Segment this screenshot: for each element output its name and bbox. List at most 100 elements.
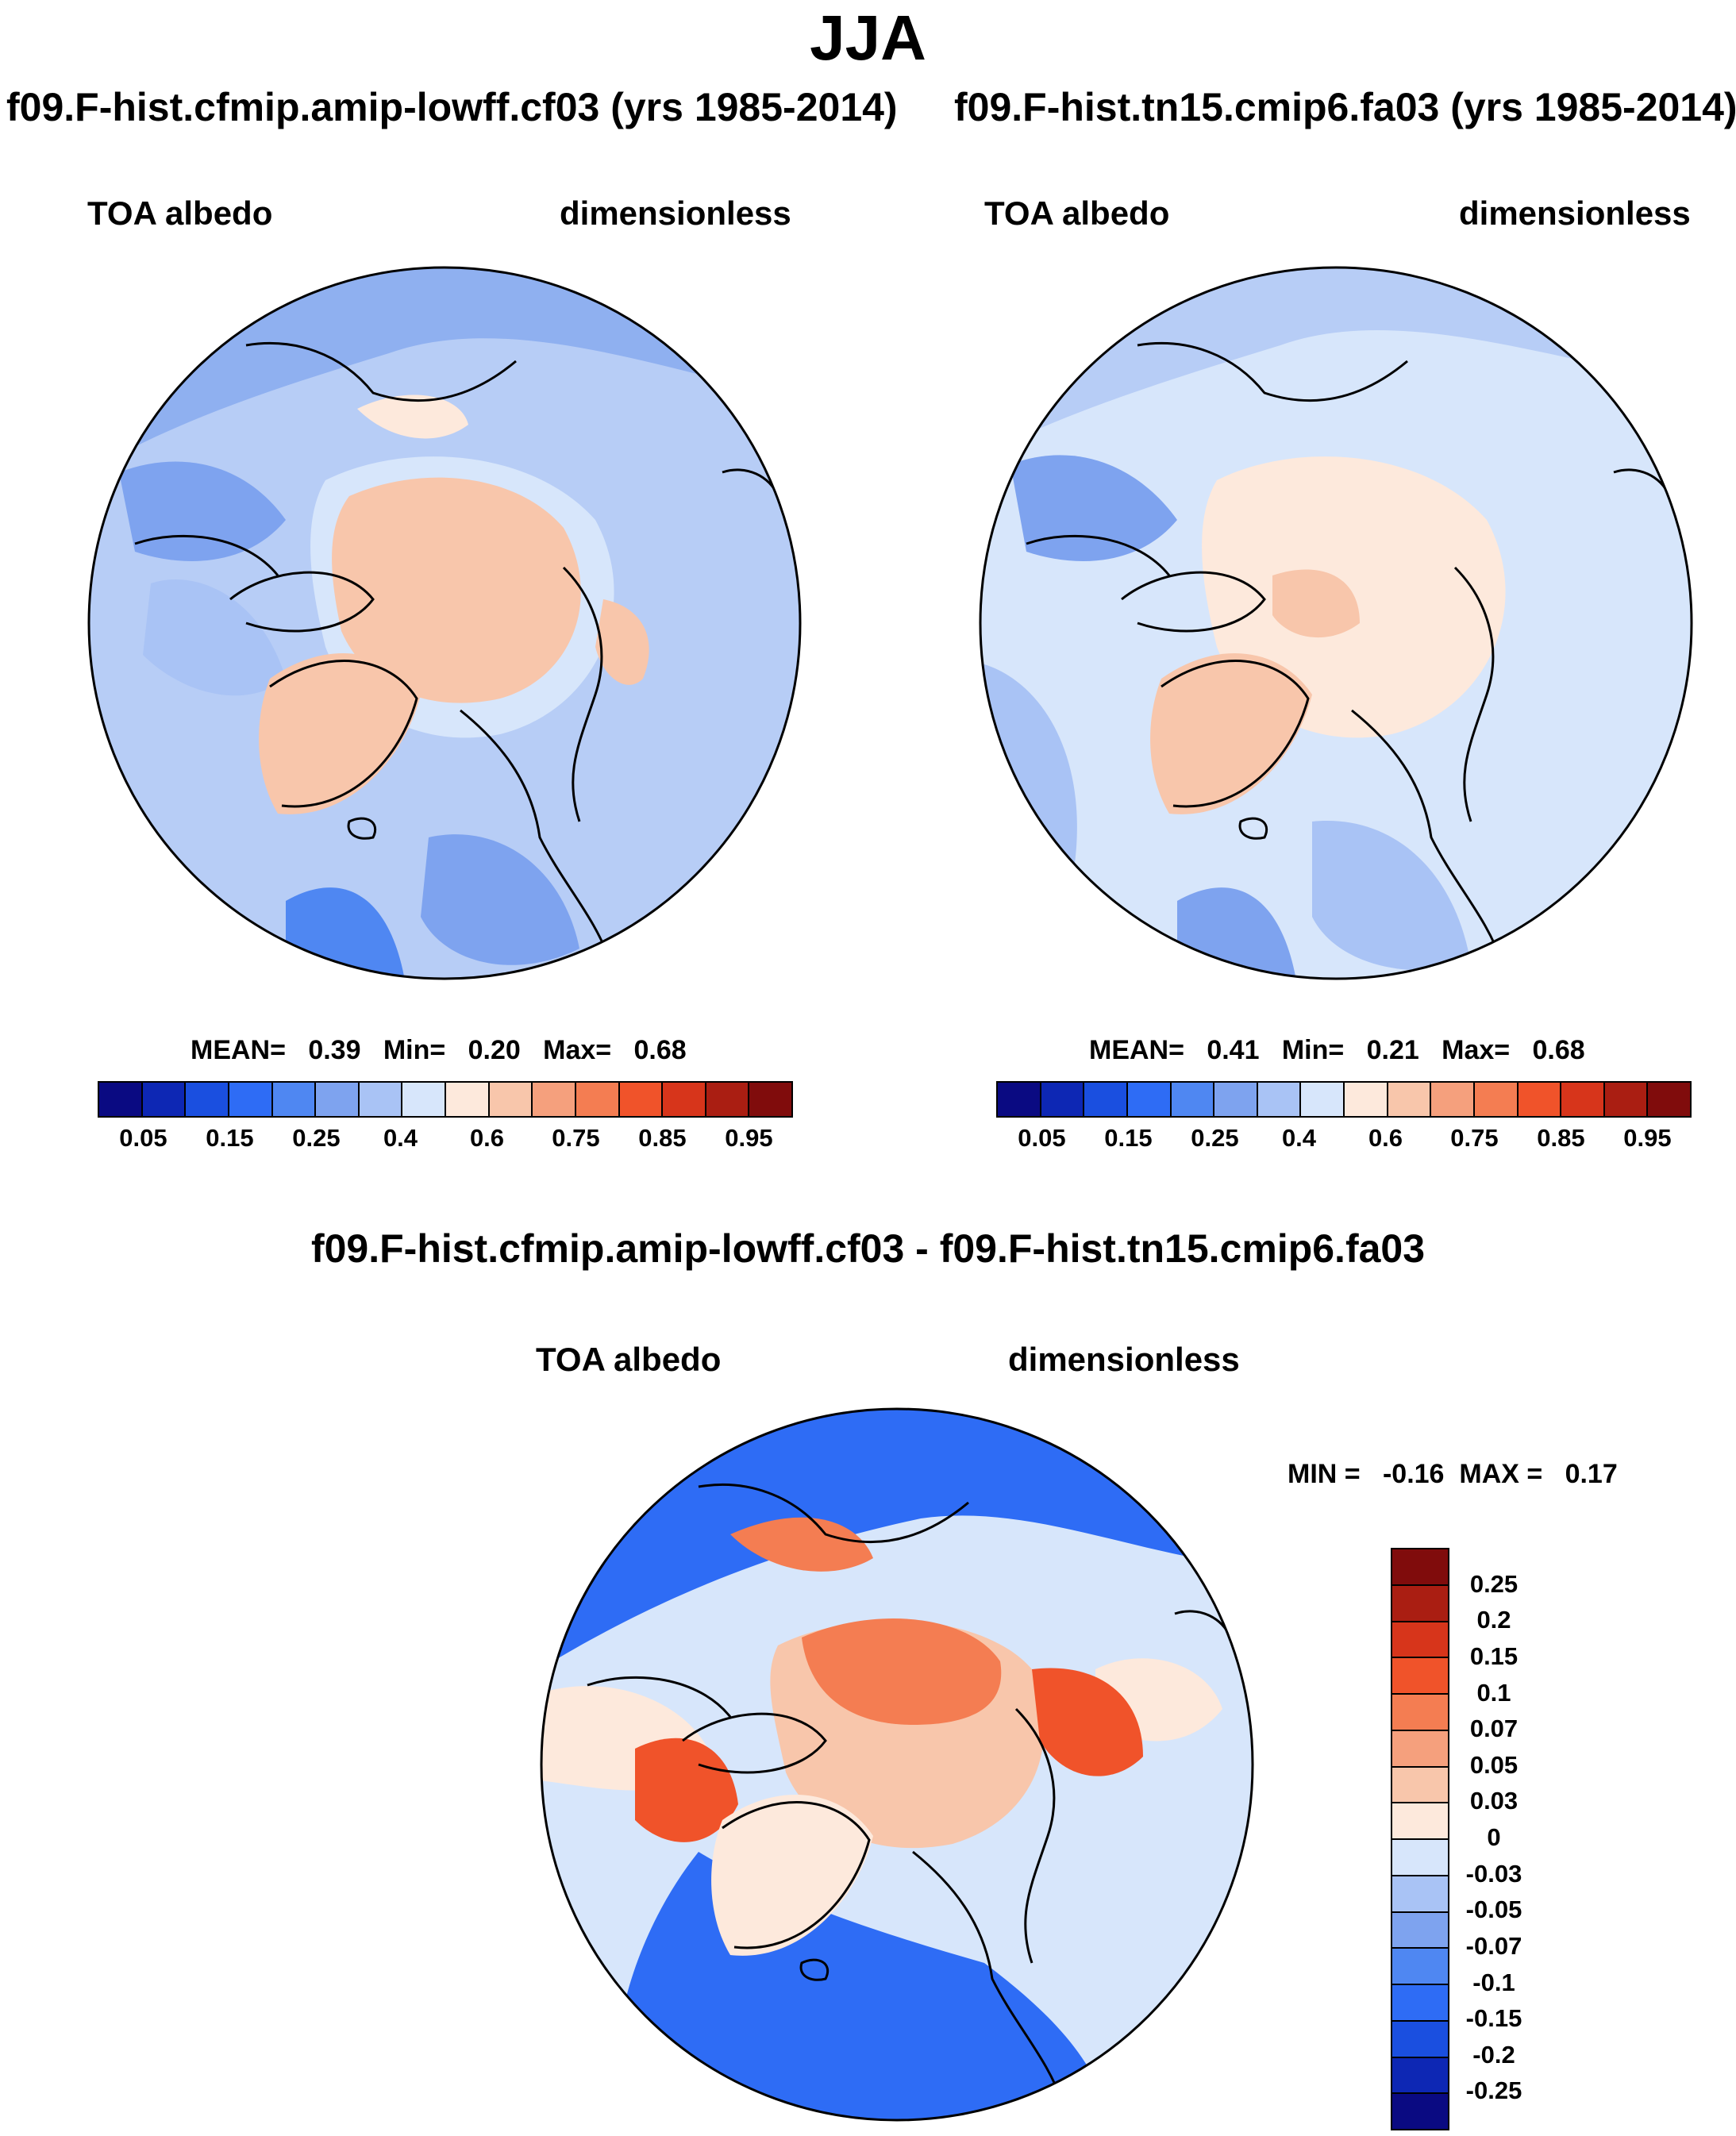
- diff-colorbar-tick-label: 0.2: [1476, 1606, 1511, 1634]
- diff-colorbar-tick-label: -0.15: [1465, 2004, 1522, 2033]
- diff-colorbar-swatch: [1392, 1767, 1448, 1804]
- panel2-min-label: Min=: [1281, 1035, 1345, 1065]
- diff-colorbar-swatch: [1392, 1912, 1448, 1949]
- panel1-colorbar-swatch: [229, 1083, 273, 1116]
- diff-colorbar-swatch: [1392, 1840, 1448, 1876]
- diff-colorbar-tick-label: 0.03: [1469, 1787, 1519, 1815]
- diff-colorbar-swatch: [1392, 1622, 1448, 1659]
- diff-colorbar-tick-label: 0.07: [1469, 1715, 1519, 1743]
- panel2-colorbar-swatch: [998, 1083, 1041, 1116]
- panel1-colorbar-swatch: [186, 1083, 229, 1116]
- diff-polar-map: [540, 1407, 1254, 2122]
- panel2-mean-value: 0.41: [1207, 1035, 1260, 1065]
- panel2-max-value: 0.68: [1532, 1035, 1585, 1065]
- diff-colorbar-tick-label: -0.05: [1465, 1895, 1522, 1924]
- panel1-min-value: 0.20: [468, 1035, 521, 1065]
- panel1-colorbar-tick-label: 0.6: [469, 1124, 505, 1152]
- diff-case-title: f09.F-hist.cfmip.amip-lowff.cf03 - f09.F…: [310, 1226, 1426, 1271]
- diff-colorbar-swatch: [1392, 1695, 1448, 1731]
- panel2-colorbar-swatch: [1518, 1083, 1562, 1116]
- diff-colorbar-swatch: [1392, 1949, 1448, 1985]
- panel1-colorbar-swatch: [446, 1083, 490, 1116]
- diff-min-value: -0.16: [1382, 1459, 1445, 1489]
- panel1-max-label: Max=: [543, 1035, 612, 1065]
- panel1-colorbar-swatch: [749, 1083, 791, 1116]
- diff-colorbar-tick-label: 0.05: [1469, 1750, 1519, 1779]
- panel2-colorbar-swatch: [1301, 1083, 1345, 1116]
- panel1-case-title: f09.F-hist.cfmip.amip-lowff.cf03 (yrs 19…: [6, 85, 898, 129]
- panel2-case-title: f09.F-hist.tn15.cmip6.fa03 (yrs 1985-201…: [954, 85, 1736, 129]
- panel2-colorbar-swatch: [1257, 1083, 1302, 1116]
- diff-colorbar-swatch: [1392, 1549, 1448, 1586]
- panel2-colorbar-swatch: [1604, 1083, 1649, 1116]
- panel1-variable: TOA albedo: [87, 194, 273, 232]
- panel2-colorbar-swatch: [1388, 1083, 1432, 1116]
- diff-colorbar-swatch: [1392, 1876, 1448, 1913]
- panel1-colorbar-tick-label: 0.95: [725, 1124, 773, 1152]
- panel1-colorbar-swatch: [619, 1083, 664, 1116]
- panel2-colorbar-swatch: [1214, 1083, 1258, 1116]
- panel1-mean-label: MEAN=: [191, 1035, 286, 1065]
- panel2-variable: TOA albedo: [984, 194, 1170, 232]
- panel2-max-label: Max=: [1442, 1035, 1511, 1065]
- diff-colorbar-tick-label: -0.2: [1472, 2040, 1515, 2069]
- panel1-colorbar-tick-label: 0.75: [552, 1124, 600, 1152]
- panel1-colorbar-swatch: [533, 1083, 576, 1116]
- diff-max-value: 0.17: [1565, 1459, 1618, 1489]
- diff-colorbar-swatch: [1392, 2021, 1448, 2058]
- panel2-colorbar-swatch: [1431, 1083, 1475, 1116]
- diff-variable: TOA albedo: [536, 1341, 722, 1378]
- panel1-polar-map: [87, 266, 802, 980]
- panel1-colorbar-swatch: [402, 1083, 446, 1116]
- panel2-colorbar-tick-label: 0.85: [1537, 1124, 1585, 1152]
- panel2-colorbar-swatch: [1041, 1083, 1085, 1116]
- panel1-max-value: 0.68: [633, 1035, 687, 1065]
- figure-title: JJA: [810, 2, 926, 73]
- panel2-colorbar-swatch: [1171, 1083, 1215, 1116]
- diff-colorbar-swatch: [1392, 2094, 1448, 2129]
- diff-colorbar-swatch: [1392, 2057, 1448, 2095]
- panel1-colorbar-swatch: [359, 1083, 403, 1116]
- diff-max-label: MAX =: [1459, 1459, 1543, 1489]
- panel1-colorbar-swatch: [272, 1083, 317, 1116]
- panel2-colorbar-tick-label: 0.4: [1281, 1124, 1317, 1152]
- panel2-units: dimensionless: [1459, 194, 1691, 232]
- panel1-colorbar: [98, 1081, 793, 1118]
- panel2-polar-map: [979, 266, 1693, 980]
- diff-colorbar-tick-label: 0.15: [1469, 1641, 1519, 1670]
- panel1-colorbar-tick-label: 0.15: [206, 1124, 254, 1152]
- diff-colorbar-tick-label: 0.25: [1469, 1569, 1519, 1598]
- panel2-colorbar-tick-label: 0.75: [1450, 1124, 1499, 1152]
- panel1-min-label: Min=: [383, 1035, 446, 1065]
- panel2-colorbar-swatch: [1474, 1083, 1519, 1116]
- panel2-colorbar-tick-label: 0.6: [1368, 1124, 1403, 1152]
- panel2-colorbar-swatch: [1648, 1083, 1690, 1116]
- diff-colorbar-swatch: [1392, 1730, 1448, 1768]
- panel2-colorbar-tick-label: 0.15: [1104, 1124, 1153, 1152]
- panel1-colorbar-tick-label: 0.05: [119, 1124, 167, 1152]
- panel1-colorbar-swatch: [575, 1083, 620, 1116]
- diff-colorbar-tick-label: 0: [1487, 1823, 1501, 1851]
- panel2-stats: MEAN= 0.41 Min= 0.21 Max= 0.68: [1089, 1037, 1585, 1064]
- panel2-colorbar-tick-label: 0.05: [1018, 1124, 1066, 1152]
- diff-colorbar-swatch: [1392, 1658, 1448, 1695]
- diff-colorbar-swatch: [1392, 1985, 1448, 2022]
- diff-colorbar-tick-label: -0.1: [1472, 1968, 1515, 1996]
- panel1-colorbar-swatch: [99, 1083, 143, 1116]
- panel2-mean-label: MEAN=: [1089, 1035, 1184, 1065]
- diff-colorbar-tick-label: -0.07: [1465, 1931, 1522, 1960]
- panel2-colorbar-tick-label: 0.25: [1191, 1124, 1239, 1152]
- diff-colorbar-swatch: [1392, 1803, 1448, 1840]
- diff-min-label: MIN =: [1288, 1459, 1361, 1489]
- panel1-units: dimensionless: [560, 194, 791, 232]
- panel1-colorbar-swatch: [316, 1083, 360, 1116]
- diff-stats: MIN = -0.16 MAX = 0.17: [1288, 1461, 1618, 1488]
- panel1-colorbar-swatch: [142, 1083, 187, 1116]
- diff-units: dimensionless: [1008, 1341, 1240, 1378]
- diff-colorbar: [1391, 1548, 1449, 2130]
- panel1-colorbar-tick-label: 0.85: [638, 1124, 687, 1152]
- panel1-colorbar-tick-label: 0.4: [383, 1124, 418, 1152]
- panel2-colorbar: [996, 1081, 1692, 1118]
- panel1-colorbar-swatch: [663, 1083, 706, 1116]
- panel2-min-value: 0.21: [1366, 1035, 1419, 1065]
